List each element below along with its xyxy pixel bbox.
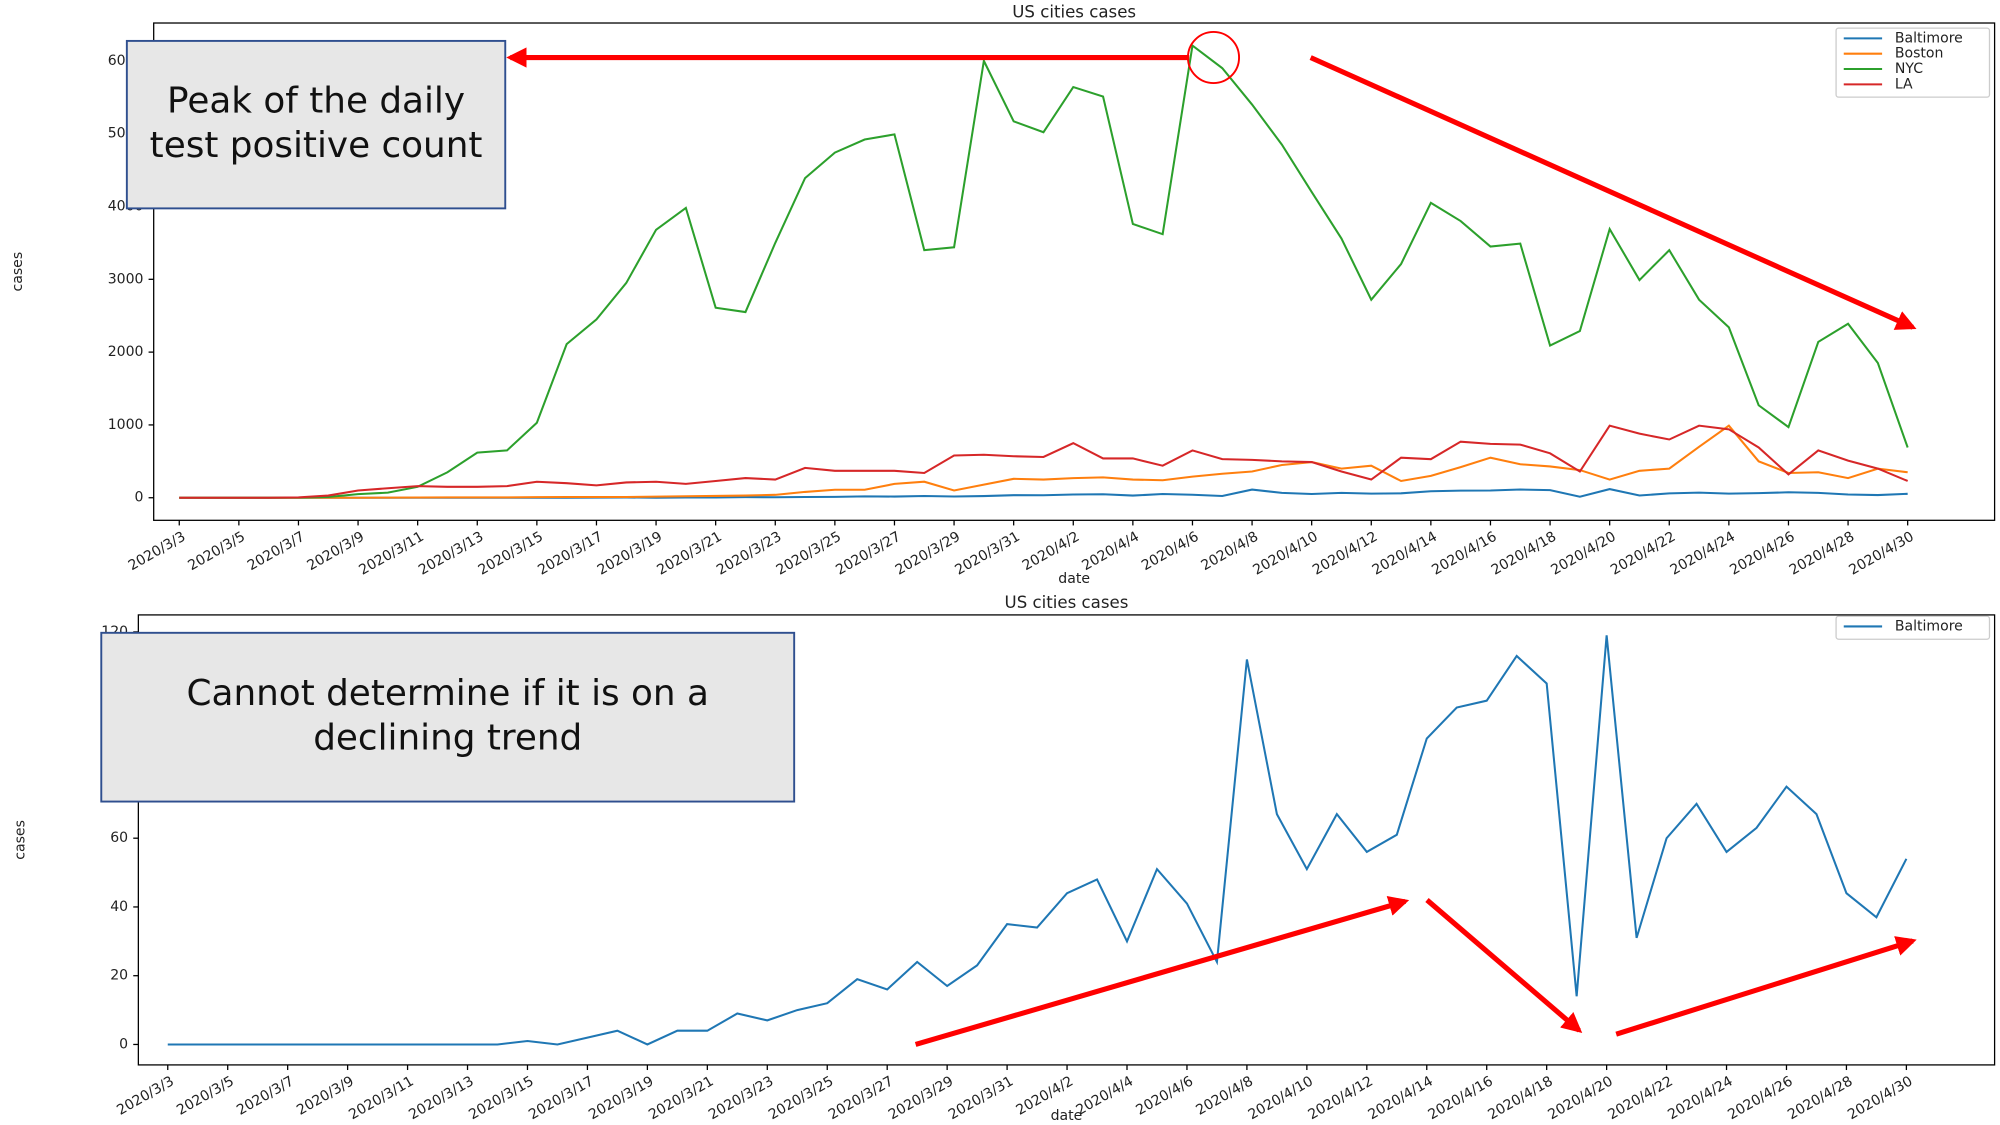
x-tick-label: 2020/3/5 [174, 1073, 237, 1118]
x-tick-label: 2020/4/12 [1310, 529, 1380, 579]
y-tick-label: 0 [119, 1036, 128, 1052]
x-tick-label: 2020/3/11 [346, 1073, 416, 1123]
peak-circle [1186, 31, 1241, 85]
x-tick-label: 2020/4/22 [1605, 1073, 1675, 1123]
x-tick-label: 2020/4/26 [1725, 1073, 1795, 1123]
x-tick-label: 2020/4/18 [1485, 1073, 1555, 1123]
x-tick-label: 2020/4/28 [1787, 529, 1857, 579]
legend-label: NYC [1895, 61, 1923, 77]
x-tick-label: 2020/4/4 [1073, 1073, 1136, 1118]
x-tick-label: 2020/4/26 [1727, 529, 1797, 579]
x-tick-label: 2020/3/15 [466, 1073, 536, 1123]
x-tick-label: 2020/4/16 [1429, 529, 1499, 579]
arrow [1425, 898, 1583, 1034]
x-tick-label: 2020/3/29 [893, 529, 963, 579]
y-axis-label: cases [10, 252, 26, 292]
annotation-box [125, 39, 507, 210]
annotation-text: test positive count [150, 125, 483, 166]
x-tick-label: 2020/4/30 [1845, 1073, 1915, 1123]
x-tick-label: 2020/3/5 [185, 529, 248, 574]
x-tick-label: 2020/3/17 [535, 529, 605, 579]
x-tick-label: 2020/4/22 [1608, 529, 1678, 579]
y-tick-label: 20 [110, 968, 128, 984]
x-tick-label: 2020/4/20 [1545, 1073, 1615, 1123]
x-tick-label: 2020/3/25 [774, 529, 844, 579]
chart-title: US cities cases [1005, 593, 1129, 612]
y-tick-label: 0 [135, 490, 144, 506]
series-line [179, 424, 1909, 499]
x-tick-label: 2020/3/19 [586, 1073, 656, 1123]
x-tick-label: 2020/4/30 [1846, 529, 1916, 579]
x-tick-label: 2020/4/10 [1250, 529, 1320, 579]
x-tick-label: 2020/4/14 [1366, 1073, 1436, 1123]
y-tick-label: 60 [110, 830, 128, 846]
legend-label: Boston [1895, 46, 1944, 62]
x-tick-label: 2020/3/31 [946, 1073, 1016, 1123]
x-tick-label: 2020/3/17 [526, 1073, 596, 1123]
x-tick-label: 2020/3/31 [952, 529, 1022, 579]
x-tick-label: 2020/4/4 [1079, 529, 1142, 574]
x-tick-label: 2020/3/23 [714, 529, 784, 579]
x-tick-label: 2020/4/12 [1306, 1073, 1376, 1123]
x-tick-label: 2020/4/20 [1548, 529, 1618, 579]
y-tick-label: 1000 [108, 417, 144, 433]
x-tick-label: 2020/3/21 [654, 529, 724, 579]
x-axis-label: date [1051, 1108, 1083, 1124]
annotation-box [100, 631, 796, 803]
x-tick-label: 2020/4/28 [1785, 1073, 1855, 1123]
x-axis-label: date [1058, 571, 1090, 587]
legend-label: Baltimore [1895, 618, 1963, 634]
y-tick-label: 3000 [108, 271, 144, 287]
x-tick-label: 2020/4/6 [1133, 1073, 1196, 1118]
plot-frame [153, 22, 1996, 521]
annotation-layer [506, 31, 1917, 1047]
y-tick-label: 2000 [108, 344, 144, 360]
x-tick-label: 2020/3/15 [476, 529, 546, 579]
arrow [914, 896, 1410, 1047]
x-tick-label: 2020/4/24 [1668, 529, 1738, 579]
x-tick-label: 2020/3/13 [416, 529, 486, 579]
legend-box [1835, 27, 1991, 98]
legend-label: Baltimore [1895, 30, 1963, 46]
arrow [1615, 936, 1917, 1037]
x-tick-label: 2020/4/18 [1489, 529, 1559, 579]
x-tick-label: 2020/3/3 [126, 529, 189, 574]
x-tick-label: 2020/3/11 [356, 529, 426, 579]
legend-box [1835, 615, 1991, 640]
annotation-text: Peak of the daily [167, 80, 465, 121]
x-tick-label: 2020/3/13 [406, 1073, 476, 1123]
x-tick-label: 2020/3/3 [114, 1073, 177, 1118]
annotation-text: Cannot determine if it is on a [187, 673, 709, 714]
x-tick-label: 2020/3/27 [833, 529, 903, 579]
annotation-text: declining trend [313, 718, 582, 759]
x-tick-label: 2020/3/27 [826, 1073, 896, 1123]
series-line [167, 635, 1908, 1046]
x-tick-label: 2020/4/24 [1665, 1073, 1735, 1123]
arrow [1309, 55, 1917, 330]
x-tick-label: 2020/3/23 [706, 1073, 776, 1123]
y-axis-label: cases [13, 820, 29, 860]
x-tick-label: 2020/3/21 [646, 1073, 716, 1123]
x-tick-label: 2020/3/29 [886, 1073, 956, 1123]
x-tick-label: 2020/4/10 [1246, 1073, 1316, 1123]
x-tick-label: 2020/3/25 [766, 1073, 836, 1123]
x-tick-label: 2020/3/7 [234, 1073, 297, 1118]
chart-title: US cities cases [1012, 2, 1136, 21]
x-tick-label: 2020/4/14 [1370, 529, 1440, 579]
legend-label: LA [1895, 76, 1913, 92]
x-tick-label: 2020/4/6 [1139, 529, 1202, 574]
y-tick-label: 40 [110, 899, 128, 915]
series-line [179, 43, 1909, 499]
x-tick-label: 2020/4/2 [1020, 529, 1083, 574]
x-tick-label: 2020/3/19 [595, 529, 665, 579]
x-tick-label: 2020/4/16 [1425, 1073, 1495, 1123]
series-line [179, 424, 1908, 499]
x-tick-label: 2020/3/7 [245, 529, 308, 574]
